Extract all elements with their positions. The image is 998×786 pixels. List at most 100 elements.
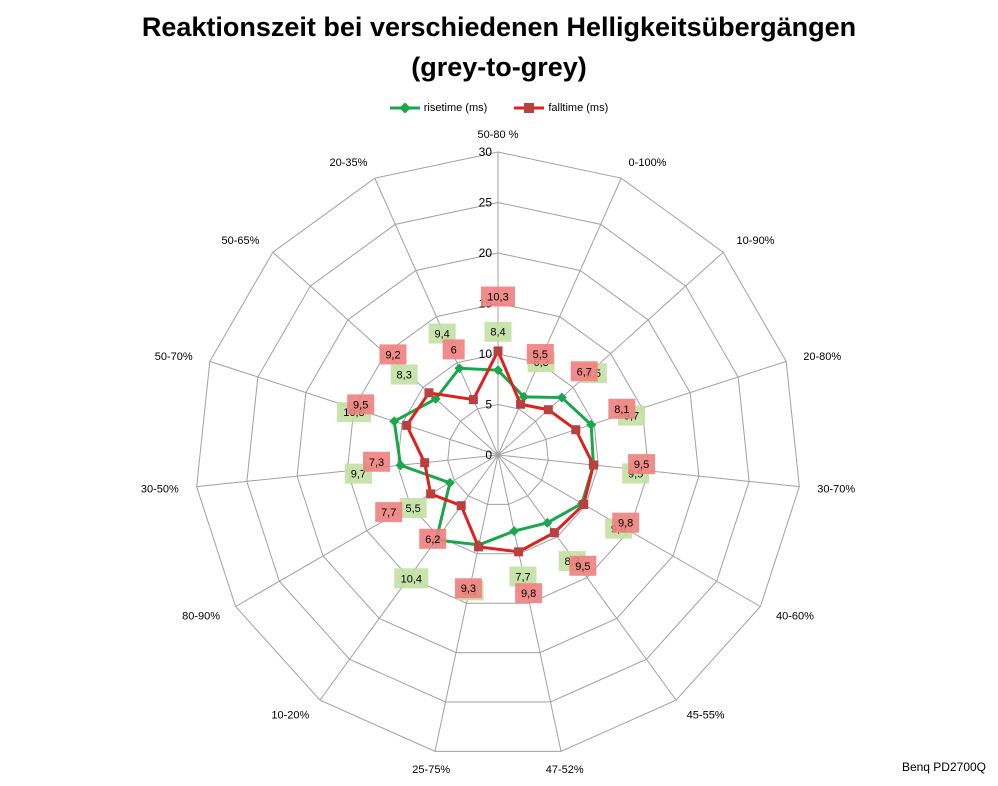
axis-tick-label: 0 <box>485 448 492 462</box>
grid-spoke <box>374 177 499 456</box>
grid-ring <box>246 201 750 703</box>
data-label-fall: 9,3 <box>461 583 476 595</box>
point-rise <box>493 365 503 376</box>
legend: risetime (ms) falltime (ms) <box>0 102 998 116</box>
category-label: 20-80% <box>803 351 841 363</box>
point-fall <box>588 460 598 470</box>
category-label: 30-50% <box>141 484 179 496</box>
category-label: 30-70% <box>817 484 855 496</box>
data-label-fall: 7,7 <box>381 507 396 519</box>
point-fall <box>543 405 553 415</box>
point-fall <box>456 501 466 511</box>
data-label-bg-fall <box>608 398 636 419</box>
axis-tick-label: 25 <box>479 196 493 210</box>
data-label-fall: 7,3 <box>369 457 384 469</box>
point-rise <box>509 526 520 537</box>
point-rise <box>518 391 529 402</box>
data-label-bg-fall <box>612 512 640 533</box>
data-label-bg-rise <box>428 323 456 344</box>
point-fall <box>549 528 559 538</box>
data-label-bg-fall <box>347 394 375 415</box>
point-rise <box>395 460 406 471</box>
category-label: 40-60% <box>776 611 814 623</box>
grid-spoke <box>497 454 562 752</box>
data-label-bg-fall <box>419 528 447 549</box>
data-label-bg-fall <box>481 286 515 307</box>
data-label-bg-fall <box>379 344 407 365</box>
axis-tick-label: 5 <box>485 398 492 412</box>
data-label-bg-fall <box>526 344 554 365</box>
chart-title-line1: Reaktionszeit bei verschiedenen Helligke… <box>141 12 857 42</box>
series-line-rise <box>392 366 595 547</box>
point-fall <box>473 542 483 552</box>
data-label-bg-rise <box>509 566 537 587</box>
point-fall <box>424 388 434 398</box>
data-label-bg-fall <box>442 339 465 360</box>
axis-tick-label: 30 <box>479 145 493 159</box>
point-rise <box>444 477 455 488</box>
data-label-fall: 6,2 <box>425 534 440 546</box>
axis-tick-label: 20 <box>479 246 493 260</box>
data-label-fall: 6 <box>451 344 457 356</box>
grid-ring <box>296 252 700 654</box>
category-label: 45-55% <box>687 710 725 722</box>
grid-ring <box>346 302 650 604</box>
data-label-fall: 9,5 <box>634 459 649 471</box>
data-label-bg-fall <box>363 451 391 472</box>
point-fall <box>514 547 524 557</box>
legend-item-rise: risetime (ms) <box>389 102 487 114</box>
data-label-fall: 10,3 <box>487 292 508 304</box>
legend-item-fall: falltime (ms) <box>514 102 608 114</box>
data-label-fall: 9,8 <box>618 518 633 530</box>
data-label-bg-fall <box>628 454 656 475</box>
data-label-fall: 9,8 <box>521 588 536 600</box>
category-label: 0-100% <box>629 157 667 169</box>
point-fall <box>468 395 478 405</box>
category-label: 25-75% <box>412 764 450 776</box>
point-fall <box>493 346 503 356</box>
data-label-bg-fall <box>569 555 597 576</box>
legend-rise-swatch <box>389 103 420 113</box>
point-fall <box>420 458 430 468</box>
category-label: 50-80 % <box>478 129 519 141</box>
data-label-bg-rise <box>484 321 512 342</box>
category-label: 47-52% <box>546 764 584 776</box>
data-label-fall: 9,5 <box>575 561 590 573</box>
chart-title-line2: (grey-to-grey) <box>411 52 587 82</box>
category-label: 10-20% <box>271 710 309 722</box>
grid-spoke <box>235 454 499 607</box>
legend-fall-swatch <box>514 103 545 113</box>
data-label-bg-fall <box>375 502 403 523</box>
grid-spoke <box>434 454 499 752</box>
grid-spoke <box>497 454 677 701</box>
data-label-rise: 9,4 <box>434 329 449 341</box>
data-label-fall: 9,5 <box>353 399 368 411</box>
data-label-fall: 5,5 <box>533 349 548 361</box>
grid-spoke <box>497 251 724 456</box>
point-fall <box>402 420 412 430</box>
grid-ring <box>397 353 599 555</box>
data-label-fall: 6,7 <box>577 366 592 378</box>
data-label-bg-rise <box>399 497 427 518</box>
data-label-fall: 8,1 <box>614 404 629 416</box>
point-fall <box>571 425 581 435</box>
data-label-rise: 7,7 <box>515 572 530 584</box>
point-fall <box>516 399 526 409</box>
category-label: 10-90% <box>737 235 775 247</box>
data-label-bg-rise <box>390 364 418 385</box>
data-label-rise: 8,4 <box>490 327 505 339</box>
series-line-fall <box>405 347 596 554</box>
axis-tick-label: 10 <box>479 347 493 361</box>
category-label: 50-70% <box>155 351 193 363</box>
data-label-rise: 8,3 <box>397 370 412 382</box>
data-label-rise: 9,7 <box>351 469 366 481</box>
point-rise <box>586 419 597 430</box>
point-fall <box>426 489 436 499</box>
point-rise <box>542 517 553 528</box>
grid-ring <box>447 403 549 505</box>
category-label: 80-90% <box>182 611 220 623</box>
point-rise <box>556 392 567 403</box>
data-label-bg-fall <box>570 361 598 382</box>
data-label-rise: 10,4 <box>401 573 422 585</box>
